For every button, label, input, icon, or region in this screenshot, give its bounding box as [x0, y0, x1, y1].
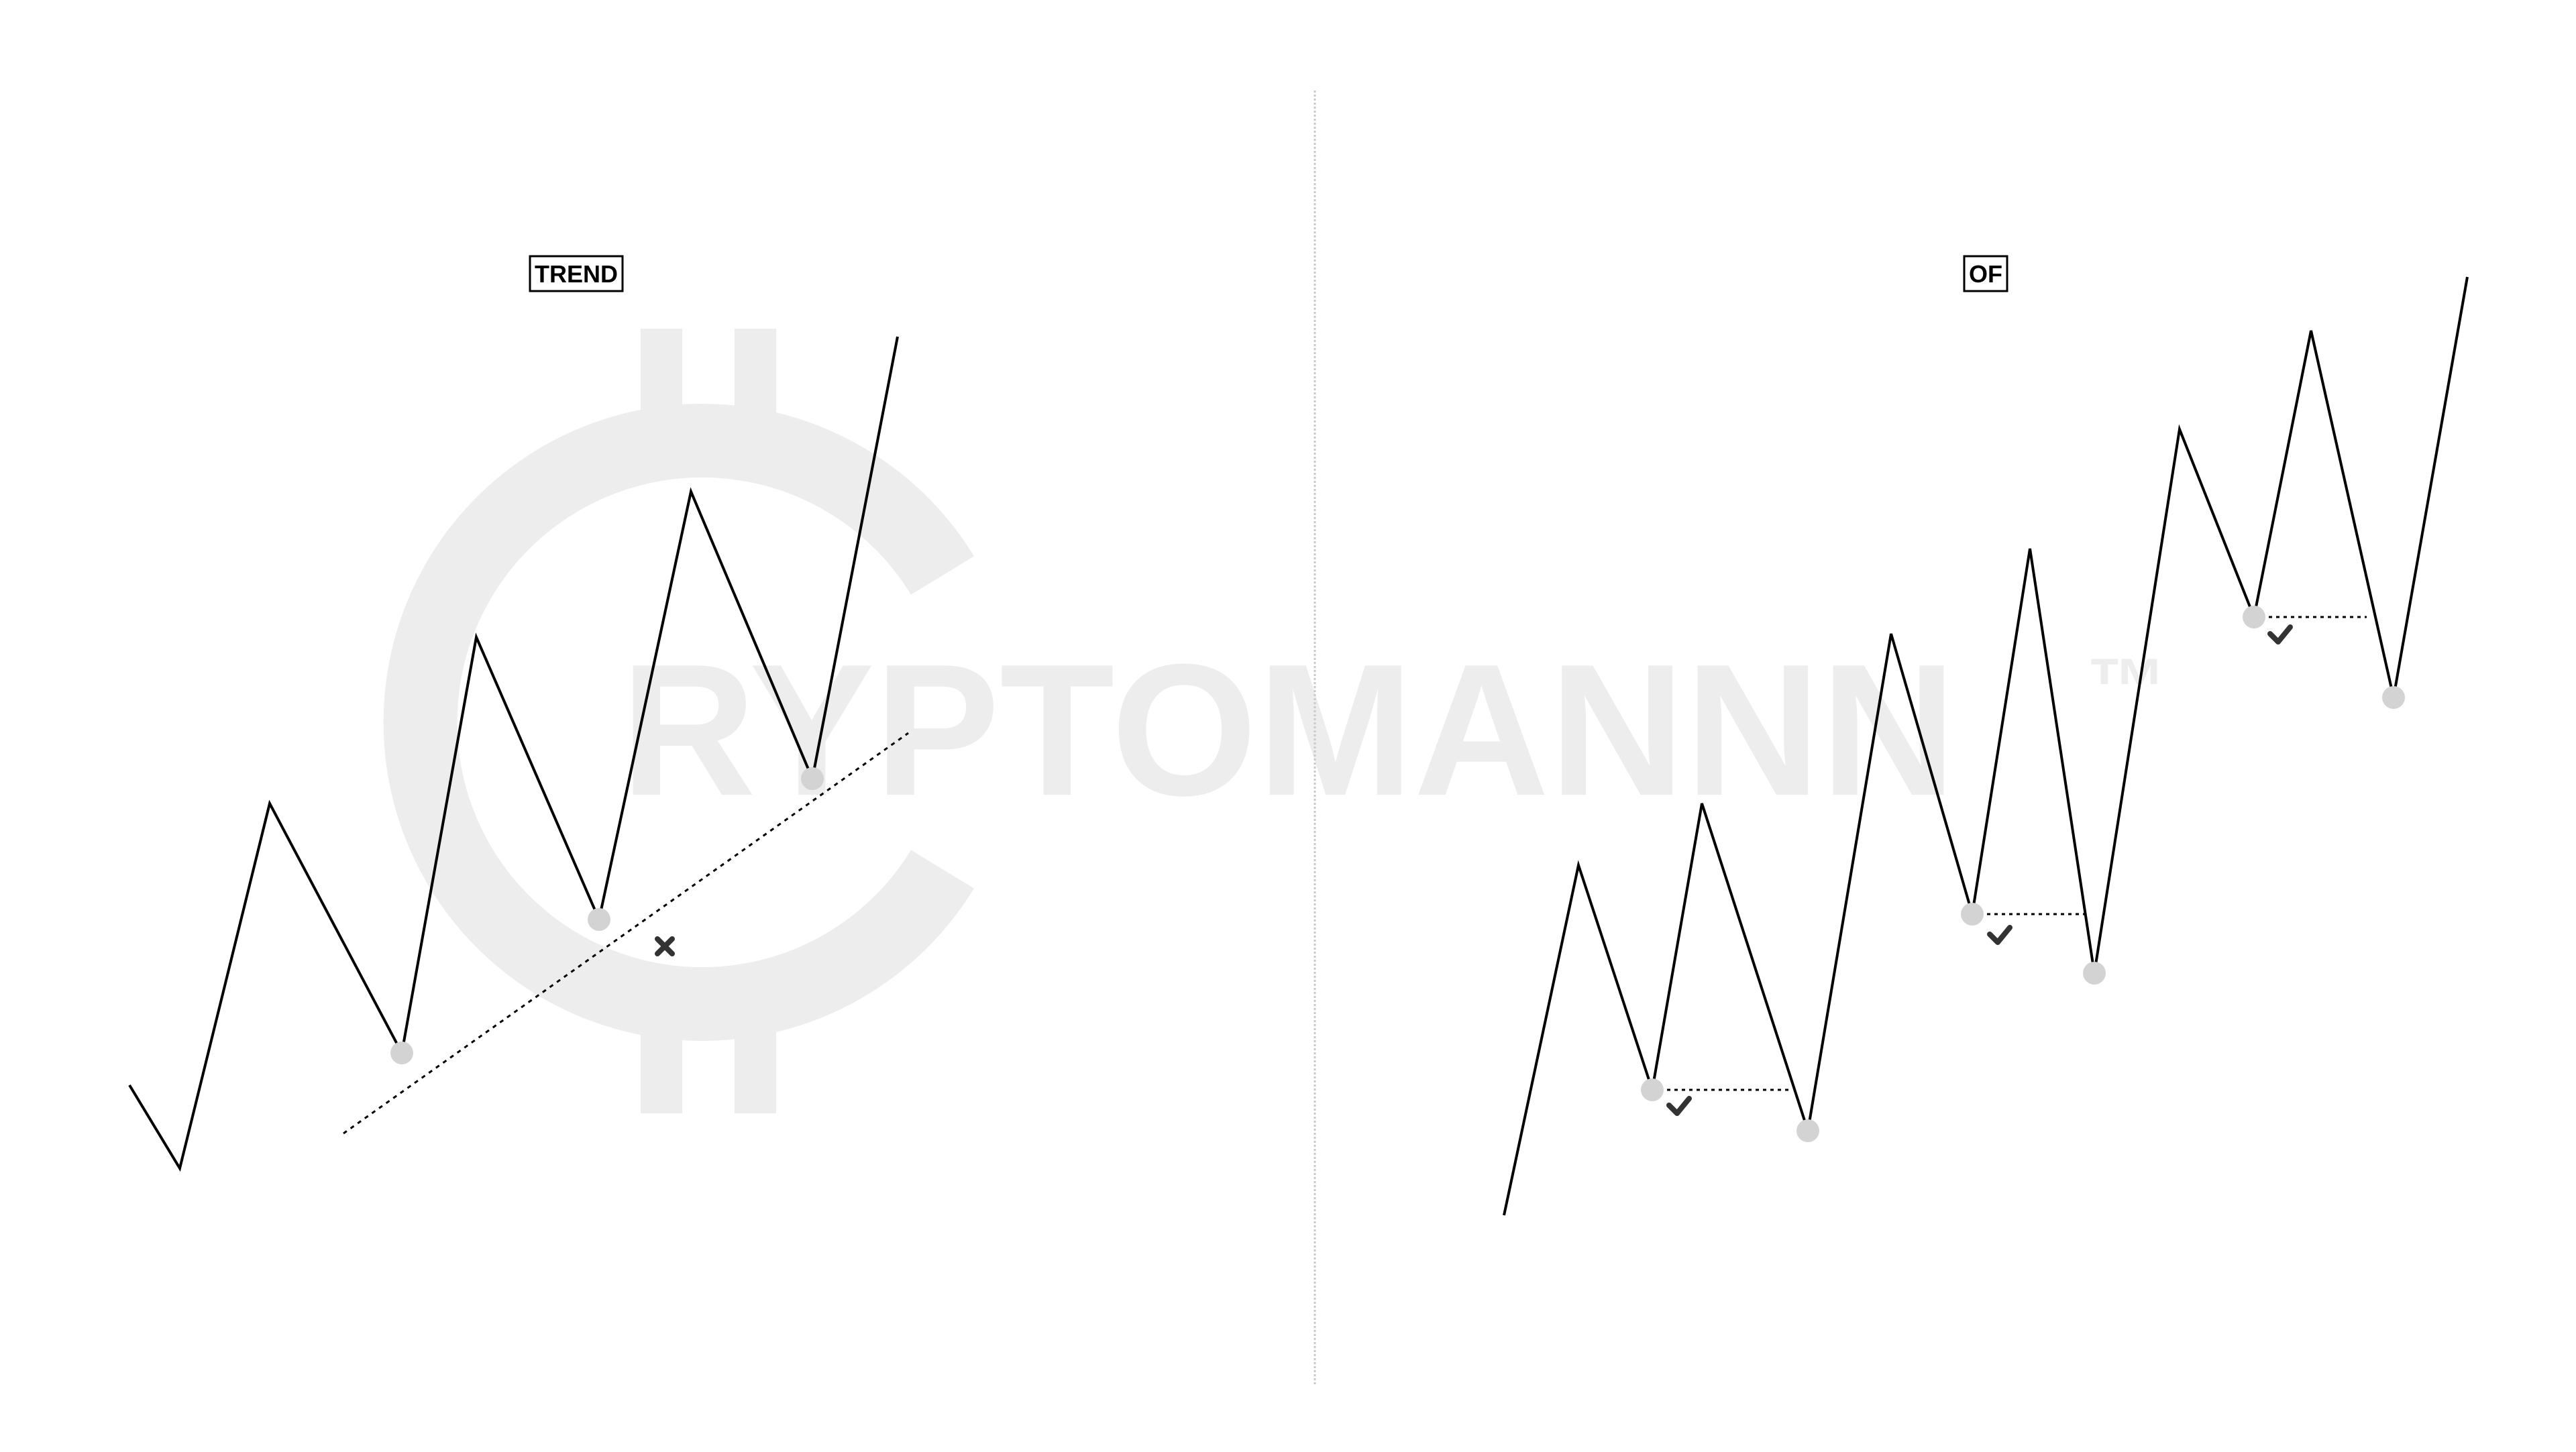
- check-icon: [1987, 925, 2012, 945]
- trend-line: [343, 732, 909, 1135]
- trend-panel: TREND: [128, 255, 909, 1172]
- check-icon: [2267, 624, 2293, 645]
- watermark-logo: RYPTOMANNN ™: [383, 329, 2167, 1113]
- of-label: OF: [1969, 260, 2002, 288]
- of-pivot-low: [1961, 903, 1984, 926]
- of-price-path: [1503, 276, 2469, 1216]
- trend-label: TREND: [535, 260, 618, 288]
- of-pivot-low: [2382, 686, 2405, 709]
- trend-pivot-low: [390, 1042, 413, 1064]
- of-label-box: OF: [1963, 255, 2008, 292]
- check-icon: [1666, 1096, 1692, 1116]
- x-icon: [655, 936, 675, 956]
- watermark-text: RYPTOMANNN: [621, 626, 1956, 835]
- trend-pivot-low: [588, 908, 610, 931]
- of-pivot-low: [1796, 1119, 1819, 1142]
- watermark-tm: ™: [2086, 642, 2167, 732]
- trend-label-box: TREND: [529, 255, 624, 292]
- of-pivot-low: [1641, 1078, 1664, 1101]
- trend-price-path: [128, 336, 899, 1172]
- watermark-coin-icon: [383, 329, 974, 1113]
- of-pivot-low: [2243, 606, 2265, 628]
- trend-pivot-low: [801, 767, 824, 790]
- of-panel: OF: [1503, 255, 2469, 1216]
- of-pivot-low: [2083, 962, 2106, 985]
